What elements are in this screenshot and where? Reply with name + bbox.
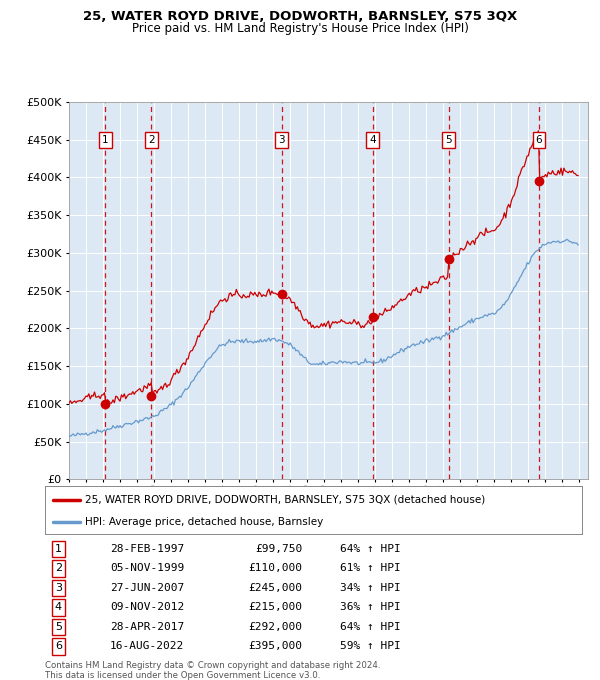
- Text: 61% ↑ HPI: 61% ↑ HPI: [340, 564, 401, 573]
- Text: £215,000: £215,000: [249, 602, 303, 613]
- Text: 6: 6: [55, 641, 62, 651]
- Text: 27-JUN-2007: 27-JUN-2007: [110, 583, 184, 593]
- Text: 09-NOV-2012: 09-NOV-2012: [110, 602, 184, 613]
- Text: 2: 2: [148, 135, 155, 145]
- Text: 6: 6: [536, 135, 542, 145]
- Text: 4: 4: [55, 602, 62, 613]
- Text: 64% ↑ HPI: 64% ↑ HPI: [340, 622, 401, 632]
- Text: £292,000: £292,000: [249, 622, 303, 632]
- Text: 4: 4: [370, 135, 376, 145]
- Text: 28-APR-2017: 28-APR-2017: [110, 622, 184, 632]
- Text: 5: 5: [55, 622, 62, 632]
- Text: 25, WATER ROYD DRIVE, DODWORTH, BARNSLEY, S75 3QX: 25, WATER ROYD DRIVE, DODWORTH, BARNSLEY…: [83, 10, 517, 23]
- Text: 25, WATER ROYD DRIVE, DODWORTH, BARNSLEY, S75 3QX (detached house): 25, WATER ROYD DRIVE, DODWORTH, BARNSLEY…: [85, 494, 485, 505]
- Text: 2: 2: [55, 564, 62, 573]
- Text: £99,750: £99,750: [256, 544, 303, 554]
- Text: 28-FEB-1997: 28-FEB-1997: [110, 544, 184, 554]
- Text: HPI: Average price, detached house, Barnsley: HPI: Average price, detached house, Barn…: [85, 517, 323, 527]
- Text: 36% ↑ HPI: 36% ↑ HPI: [340, 602, 401, 613]
- Text: 3: 3: [278, 135, 285, 145]
- Text: 34% ↑ HPI: 34% ↑ HPI: [340, 583, 401, 593]
- Text: 3: 3: [55, 583, 62, 593]
- Text: £110,000: £110,000: [249, 564, 303, 573]
- Text: 1: 1: [55, 544, 62, 554]
- Text: 59% ↑ HPI: 59% ↑ HPI: [340, 641, 401, 651]
- Text: 64% ↑ HPI: 64% ↑ HPI: [340, 544, 401, 554]
- Text: Price paid vs. HM Land Registry's House Price Index (HPI): Price paid vs. HM Land Registry's House …: [131, 22, 469, 35]
- Text: 1: 1: [102, 135, 109, 145]
- Text: 05-NOV-1999: 05-NOV-1999: [110, 564, 184, 573]
- Text: £245,000: £245,000: [249, 583, 303, 593]
- Text: 16-AUG-2022: 16-AUG-2022: [110, 641, 184, 651]
- Text: Contains HM Land Registry data © Crown copyright and database right 2024.
This d: Contains HM Land Registry data © Crown c…: [45, 661, 380, 680]
- Text: £395,000: £395,000: [249, 641, 303, 651]
- Text: 5: 5: [445, 135, 452, 145]
